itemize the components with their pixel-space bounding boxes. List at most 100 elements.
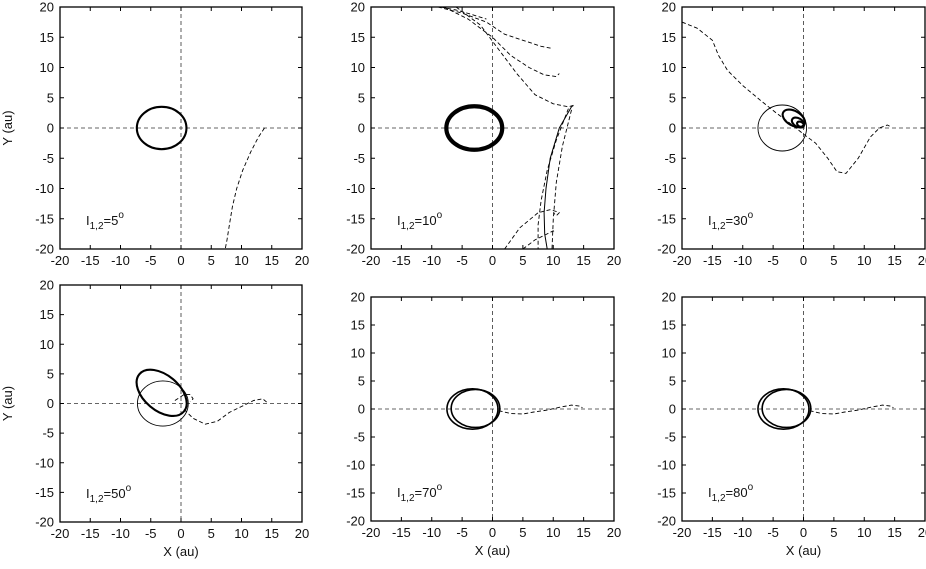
y-tick-label: 20	[662, 290, 676, 305]
y-tick-label: 20	[40, 0, 54, 15]
y-tick-label: -15	[657, 486, 676, 501]
y-tick-label: 5	[358, 374, 365, 389]
plot-frame	[59, 6, 303, 250]
y-tick-label: 5	[669, 90, 676, 105]
plot-frame	[681, 6, 926, 250]
y-tick-label: -10	[657, 458, 676, 473]
x-tick-label: 20	[607, 253, 621, 268]
orbit-ellipse	[761, 388, 812, 429]
x-tick-label: 20	[918, 525, 926, 540]
orbit-ellipse	[444, 104, 505, 152]
x-tick-label: -5	[145, 526, 157, 541]
y-tick-label: -20	[657, 242, 676, 257]
trajectory-line	[537, 108, 569, 249]
y-tick-label: 0	[358, 402, 365, 417]
x-tick-label: -10	[733, 525, 752, 540]
y-tick-label: -10	[35, 455, 54, 470]
x-tick-label: 10	[857, 525, 871, 540]
y-tick-label: 15	[351, 318, 365, 333]
x-axis-label: X (au)	[475, 543, 510, 558]
x-tick-label: -10	[422, 253, 441, 268]
y-tick-label: 10	[40, 60, 54, 75]
y-tick-label: 10	[662, 346, 676, 361]
plot-frame	[370, 6, 615, 250]
plot-frame	[681, 296, 926, 522]
x-tick-label: 10	[546, 525, 560, 540]
x-tick-label: -15	[392, 525, 411, 540]
x-tick-label: 10	[234, 253, 248, 268]
orbit-ellipse	[757, 104, 807, 152]
orbit-ellipse	[135, 368, 188, 417]
inclination-label: I1,2=50o	[86, 483, 132, 505]
x-tick-label: -20	[673, 525, 692, 540]
orbit-ellipse	[135, 105, 188, 151]
trajectory-line	[809, 404, 894, 415]
x-tick-label: 20	[607, 525, 621, 540]
x-tick-label: 15	[265, 526, 279, 541]
x-tick-label: -15	[703, 525, 722, 540]
x-tick-label: 0	[800, 253, 807, 268]
x-tick-label: 20	[295, 526, 309, 541]
x-tick-label: 5	[208, 253, 215, 268]
trajectory-line	[224, 127, 265, 249]
x-tick-label: -15	[703, 253, 722, 268]
y-tick-label: -5	[42, 151, 54, 166]
x-tick-label: -5	[767, 253, 779, 268]
y-tick-label: -10	[346, 458, 365, 473]
y-tick-label: 10	[662, 60, 676, 75]
panel-4: -20 -15 -10 -5 0 5 10 15 20 20 15 10 5 0 -5 -10 -15 -20 I1…	[0, 278, 309, 560]
y-tick-label: 15	[351, 30, 365, 45]
panel-5: -20 -15 -10 -5 0 5 10 15 20 20 15 10 5 0 -5 -10 -15 -20 I1…	[346, 290, 621, 559]
y-axis-label: Y (au)	[0, 386, 15, 421]
y-axis-label: Y (au)	[0, 110, 15, 145]
plot-area	[135, 105, 265, 249]
y-tick-label: -20	[346, 242, 365, 257]
x-tick-label: -20	[362, 253, 381, 268]
x-tick-label: 5	[208, 526, 215, 541]
x-tick-label: -15	[81, 526, 100, 541]
x-tick-label: 15	[265, 253, 279, 268]
y-tick-label: -10	[35, 181, 54, 196]
inclination-label: I1,2=30o	[708, 210, 754, 232]
panel-1: -20 -15 -10 -5 0 5 10 15 20 20 15 10 5 0 -5 -10 -15 -20 I1…	[0, 0, 309, 268]
x-tick-label: 20	[918, 253, 926, 268]
x-tick-label: -20	[362, 525, 381, 540]
orbit-ellipse	[450, 388, 501, 429]
x-tick-label: -5	[767, 525, 779, 540]
y-tick-label: -20	[35, 515, 54, 530]
y-tick-label: -5	[664, 430, 676, 445]
y-tick-label: 15	[40, 307, 54, 322]
y-tick-label: 5	[47, 366, 54, 381]
y-tick-label: -5	[353, 430, 365, 445]
inclination-label: I1,2=10o	[397, 210, 443, 232]
y-tick-label: 10	[351, 346, 365, 361]
x-tick-label: 0	[800, 525, 807, 540]
y-tick-label: -10	[346, 181, 365, 196]
trajectory-line	[504, 209, 560, 249]
trajectory-line	[522, 230, 556, 249]
trajectory-line	[440, 7, 487, 20]
x-tick-label: 15	[576, 525, 590, 540]
trajectory-line	[437, 7, 551, 49]
x-tick-label: -20	[51, 253, 70, 268]
trajectory-line	[551, 109, 572, 249]
x-tick-label: 0	[489, 525, 496, 540]
y-tick-label: 5	[47, 90, 54, 105]
x-tick-label: -5	[145, 253, 157, 268]
y-tick-label: -15	[35, 485, 54, 500]
y-tick-label: -15	[35, 211, 54, 226]
y-tick-label: 20	[351, 0, 365, 15]
x-tick-label: 5	[830, 525, 837, 540]
y-tick-label: -10	[657, 181, 676, 196]
y-tick-label: 5	[358, 90, 365, 105]
plot-area	[757, 388, 894, 430]
y-tick-label: 20	[351, 290, 365, 305]
x-tick-label: 5	[519, 525, 526, 540]
x-tick-label: -5	[456, 253, 468, 268]
y-tick-label: 10	[351, 60, 365, 75]
inclination-label: I1,2=80o	[708, 482, 754, 504]
y-tick-label: -15	[346, 211, 365, 226]
x-tick-label: 15	[887, 253, 901, 268]
x-tick-label: 5	[519, 253, 526, 268]
